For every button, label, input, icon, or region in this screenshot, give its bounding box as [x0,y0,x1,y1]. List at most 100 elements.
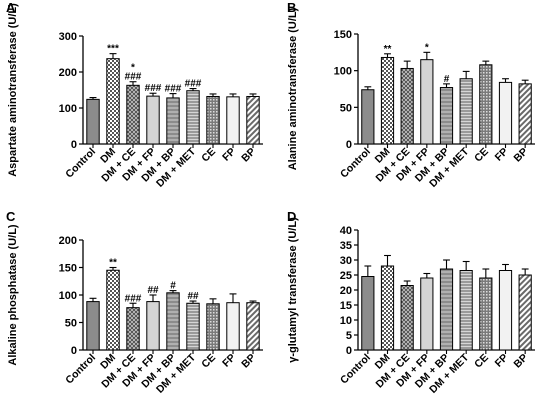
significance-label: * [425,42,429,53]
significance-label: * [131,63,135,74]
y-tick-label: 150 [59,263,77,275]
significance-label: ### [185,79,202,90]
bar [146,95,160,145]
bar [439,268,454,351]
panel-letter: A [6,0,16,15]
bar [420,59,434,145]
bar [400,67,414,145]
bar [518,83,532,145]
y-axis-label: γ-glutamyl transferase (U/L) [287,217,299,363]
x-tick-label: CE [472,352,491,371]
panel-letter: C [6,209,16,224]
bar [206,303,220,351]
x-tick-label: Control [338,146,373,181]
y-tick-label: 50 [65,318,77,330]
x-tick-label: CE [472,146,491,165]
y-tick-label: 25 [340,270,352,282]
significance-label: ** [384,44,392,55]
x-tick-label: Control [338,352,373,387]
y-tick-label: 40 [340,225,352,237]
bar [86,301,100,351]
bar [361,89,375,145]
significance-label: ### [145,83,162,94]
x-tick-label: BP [511,352,530,371]
x-tick-label: Control [63,146,98,181]
x-tick-label: FP [220,146,238,164]
y-tick-label: 200 [59,235,77,247]
y-tick-label: 0 [346,139,352,151]
bar [146,301,160,351]
panel-letter: B [287,0,296,15]
bar [380,265,395,351]
y-tick-label: 50 [340,102,352,114]
significance-label: ### [125,72,142,83]
bar [186,90,200,145]
y-axis-label: Alkaline phosphatase (U/L) [7,224,19,366]
bar [459,270,473,351]
bar [498,270,513,351]
bar [126,84,140,145]
y-tick-label: 200 [59,67,77,79]
significance-label: *** [107,44,119,55]
y-axis-label: Alanine aminotransferase (U/L) [287,7,299,170]
bar [400,285,414,351]
bar [106,58,120,145]
bar [439,87,454,145]
bar [479,64,493,145]
panel-letter: D [287,209,296,224]
x-tick-label: CE [199,146,218,165]
bar [479,277,493,351]
x-tick-label: CE [199,352,218,371]
bar [226,96,240,145]
bar [420,277,434,351]
bar [126,307,140,351]
y-tick-label: 0 [71,345,77,357]
x-tick-label: FP [220,352,238,370]
bar [361,276,375,351]
significance-label: # [170,281,176,292]
significance-label: # [444,74,450,85]
bar [459,78,473,145]
y-tick-label: 10 [340,315,352,327]
bar [186,302,200,351]
x-tick-label: BP [239,352,258,371]
y-tick-label: 100 [334,66,352,78]
bar [226,302,240,351]
bar [246,95,260,145]
y-tick-label: 5 [346,330,352,342]
x-tick-label: Control [63,352,98,387]
y-axis-label: Aspartate aminotransferase (U/L) [7,3,19,177]
x-tick-label: FP [493,146,511,164]
y-tick-label: 150 [334,29,352,41]
bar [166,97,180,145]
y-tick-label: 300 [59,31,77,43]
significance-label: ### [125,293,142,304]
bar [86,98,100,145]
significance-label: ## [147,285,159,296]
bar [206,95,220,145]
x-tick-label: BP [511,146,530,165]
x-tick-label: FP [493,352,511,370]
bar [498,81,513,145]
x-tick-label: BP [239,146,258,165]
y-tick-label: 30 [340,255,352,267]
y-tick-label: 20 [340,285,352,297]
bar [246,302,260,351]
bar [380,56,395,145]
y-tick-label: 100 [59,290,77,302]
bar [106,269,120,351]
y-tick-label: 100 [59,103,77,115]
significance-label: ## [187,291,199,302]
panel-d: Dγ-glutamyl transferase (U/L) 0 5 10 15 20 25 3… [287,209,535,396]
y-tick-label: 0 [346,345,352,357]
significance-label: ### [165,84,182,95]
bar [166,292,180,351]
significance-label: ** [109,258,117,269]
y-tick-label: 35 [340,240,352,252]
bar [518,274,532,351]
